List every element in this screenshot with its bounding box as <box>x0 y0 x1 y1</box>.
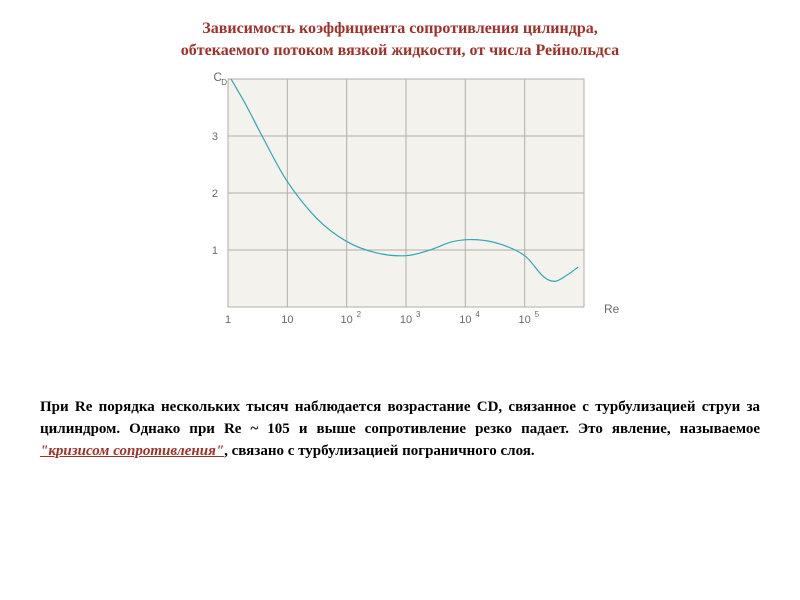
svg-text:10: 10 <box>281 314 293 326</box>
svg-text:4: 4 <box>475 310 480 319</box>
svg-text:10: 10 <box>519 314 531 326</box>
chart-svg: 123CD110102103104105Re <box>180 67 620 337</box>
svg-text:10: 10 <box>341 314 353 326</box>
svg-text:1: 1 <box>225 314 231 326</box>
svg-text:10: 10 <box>400 314 412 326</box>
svg-text:3: 3 <box>212 131 218 143</box>
svg-text:5: 5 <box>535 310 540 319</box>
svg-text:10: 10 <box>459 314 471 326</box>
page-title: Зависимость коэффициента сопротивления ц… <box>80 18 720 61</box>
title-line-1: Зависимость коэффициента сопротивления ц… <box>202 20 597 37</box>
explanation-paragraph: При Re порядка нескольких тысяч наблюдае… <box>40 397 760 462</box>
page: Зависимость коэффициента сопротивления ц… <box>0 0 800 600</box>
crisis-term: "кризисом сопротивления" <box>40 443 224 459</box>
drag-chart: 123CD110102103104105Re <box>180 67 620 337</box>
svg-text:Re: Re <box>604 302 620 316</box>
svg-text:1: 1 <box>212 245 218 257</box>
svg-text:3: 3 <box>416 310 421 319</box>
title-line-2: обтекаемого потоком вязкой жидкости, от … <box>181 42 619 59</box>
svg-text:2: 2 <box>357 310 362 319</box>
svg-text:2: 2 <box>212 188 218 200</box>
svg-text:D: D <box>221 78 227 87</box>
